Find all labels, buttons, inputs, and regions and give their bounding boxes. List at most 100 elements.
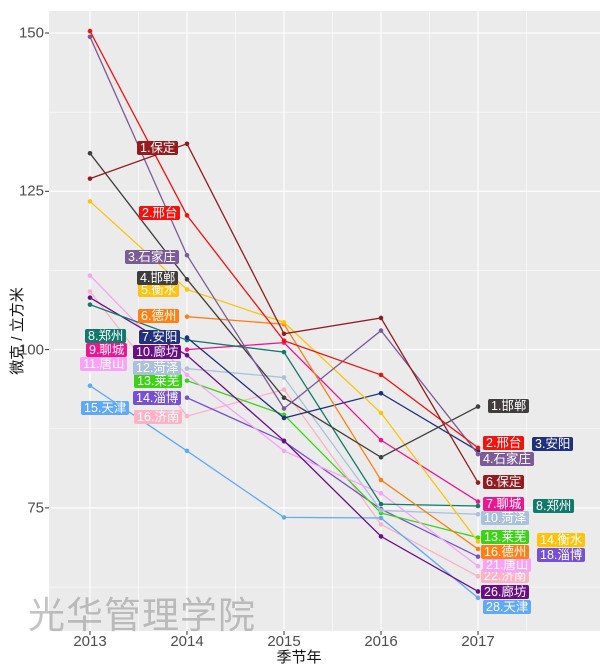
point-济南 — [475, 573, 481, 579]
point-邢台 — [475, 445, 481, 451]
rank-badge-2017-衡水: 14.衡水 — [537, 533, 586, 547]
point-聊城 — [475, 499, 481, 504]
point-安阳 — [378, 390, 384, 396]
point-邢台 — [378, 372, 384, 378]
rank-badge-2017-聊城: 7.聊城 — [483, 497, 525, 511]
point-郑州 — [475, 503, 481, 509]
y-tick-label-75: 75 — [27, 499, 44, 517]
rank-badge-2013-莱芜: 13.莱芜 — [134, 374, 183, 388]
point-廊坊 — [281, 438, 287, 444]
point-保定 — [281, 331, 287, 337]
rank-badge-2013-济南: 16.济南 — [134, 410, 183, 424]
point-天津 — [281, 515, 287, 520]
line-菏泽 — [186, 367, 479, 515]
point-郑州 — [378, 501, 384, 507]
point-莱芜 — [475, 535, 481, 540]
point-安阳 — [184, 335, 190, 340]
rank-badge-2017-郑州: 8.郑州 — [533, 499, 575, 513]
rank-badge-2013-郑州: 8.郑州 — [85, 329, 127, 343]
point-邯郸 — [378, 454, 384, 460]
rank-badge-2017-菏泽: 10.菏泽 — [481, 511, 530, 525]
point-淄博 — [184, 395, 190, 401]
point-莱芜 — [184, 378, 190, 383]
rank-badge-2013-淄博: 14.淄博 — [133, 391, 182, 405]
y-tick-label-125: 125 — [18, 182, 44, 200]
y-tick-label-100: 100 — [18, 341, 44, 359]
point-衡水 — [87, 199, 93, 204]
x-tick-label-2015: 2015 — [267, 633, 301, 650]
x-tick-label-2016: 2016 — [364, 633, 398, 650]
line-德州 — [186, 316, 479, 550]
point-淄博 — [475, 554, 481, 559]
point-济南 — [378, 522, 384, 527]
point-邯郸 — [184, 277, 190, 282]
point-安阳 — [281, 415, 287, 421]
rank-badge-2013-衡水: 5.衡水 — [138, 283, 180, 297]
point-菏泽 — [378, 508, 384, 513]
point-济南 — [281, 387, 287, 392]
point-保定 — [184, 141, 190, 147]
point-石家庄 — [281, 406, 287, 411]
point-菏泽 — [281, 375, 287, 380]
line-淄博 — [186, 397, 479, 558]
rank-badge-2013-唐山: 11.唐山 — [80, 357, 128, 371]
rank-badge-2017-唐山: 21.唐山 — [483, 558, 532, 572]
rank-badge-2017-天津: 28.天津 — [483, 600, 532, 614]
rank-badge-2017-邯郸: 1.邯郸 — [488, 399, 530, 413]
rank-badge-2013-石家庄: 3.石家庄 — [125, 250, 179, 264]
rank-badge-2017-廊坊: 26.廊坊 — [481, 585, 530, 599]
point-邯郸 — [281, 395, 287, 401]
point-聊城 — [184, 347, 190, 352]
rank-badge-2017-安阳: 3.安阳 — [532, 437, 574, 451]
x-tick-label-2013: 2013 — [73, 633, 107, 650]
point-天津 — [475, 595, 481, 601]
y-tick-label-150: 150 — [18, 24, 44, 42]
point-邯郸 — [87, 151, 93, 156]
point-天津 — [87, 383, 93, 388]
line-安阳 — [186, 337, 479, 452]
rank-badge-2017-淄博: 18.淄博 — [537, 548, 586, 562]
point-邢台 — [281, 338, 287, 344]
point-保定 — [378, 315, 384, 321]
point-天津 — [184, 448, 190, 454]
point-石家庄 — [475, 451, 481, 457]
rank-badge-2013-菏泽: 12.菏泽 — [133, 361, 182, 375]
point-衡水 — [184, 287, 190, 292]
point-廊坊 — [475, 589, 481, 594]
point-德州 — [378, 477, 384, 483]
rank-badge-2017-保定: 6.保定 — [483, 475, 525, 489]
point-德州 — [184, 314, 190, 319]
point-唐山 — [378, 491, 384, 496]
point-保定 — [87, 176, 93, 181]
y-axis-title: 微克 / 立方米 — [9, 287, 26, 375]
point-天津 — [378, 515, 384, 521]
point-唐山 — [87, 273, 93, 278]
point-唐山 — [184, 372, 190, 378]
rank-badge-2017-莱芜: 13.莱芜 — [481, 530, 530, 544]
point-衡水 — [475, 539, 481, 544]
point-保定 — [475, 480, 481, 485]
point-石家庄 — [87, 34, 93, 40]
point-唐山 — [281, 448, 287, 454]
x-tick-label-2014: 2014 — [170, 633, 204, 650]
point-衡水 — [378, 410, 384, 416]
x-tick-label-2017: 2017 — [461, 633, 495, 650]
rank-badge-2017-德州: 16.德州 — [481, 545, 530, 559]
rank-badge-2013-廊坊: 10.廊坊 — [133, 345, 182, 359]
point-菏泽 — [475, 511, 481, 517]
rank-badge-2017-石家庄: 4.石家庄 — [480, 452, 534, 466]
point-石家庄 — [184, 252, 190, 258]
point-廊坊 — [87, 295, 93, 300]
point-菏泽 — [184, 366, 190, 371]
rank-badge-2013-聊城: 9.聊城 — [86, 343, 128, 357]
watermark: 光华管理学院 — [28, 595, 256, 636]
rank-badge-2013-安阳: 7.安阳 — [139, 330, 181, 344]
point-郑州 — [281, 349, 287, 355]
rank-badge-2017-济南: 22.济南 — [481, 569, 530, 583]
point-莱芜 — [281, 412, 287, 418]
point-聊城 — [378, 437, 384, 443]
point-唐山 — [475, 563, 481, 569]
rank-badge-2013-德州: 6.德州 — [138, 309, 180, 323]
point-郑州 — [87, 302, 93, 307]
